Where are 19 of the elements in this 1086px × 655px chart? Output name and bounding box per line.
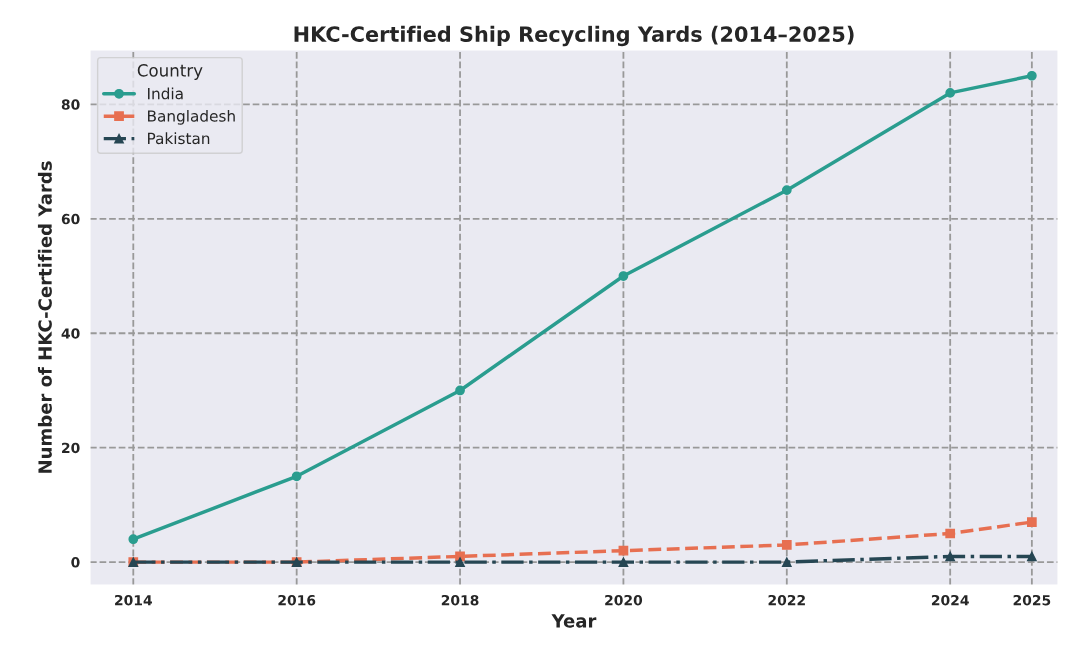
legend-label: Bangladesh bbox=[148, 109, 235, 125]
x-axis-title: Year bbox=[551, 614, 597, 628]
legend-title: Country bbox=[137, 64, 203, 80]
x-tick-label: 2018 bbox=[441, 594, 479, 606]
legend-label: Pakistan bbox=[148, 132, 210, 145]
y-axis-title: Number of HKC-Certified Yards bbox=[37, 161, 52, 473]
y-tick-label: 40 bbox=[61, 328, 80, 339]
x-tick-label: 2014 bbox=[115, 594, 152, 606]
legend-label: India bbox=[148, 87, 183, 100]
x-tick-label: 2022 bbox=[768, 594, 805, 606]
y-tick-label: 60 bbox=[61, 213, 80, 225]
y-tick-label: 80 bbox=[61, 99, 80, 110]
x-tick-label: 2020 bbox=[605, 594, 643, 606]
chart-title: HKC-Certified Ship Recycling Yards (2014–2025) bbox=[294, 25, 854, 47]
x-tick-label: 2024 bbox=[931, 594, 969, 606]
y-tick-label: 0 bbox=[71, 557, 80, 568]
y-tick-label: 20 bbox=[62, 442, 80, 454]
x-tick-label: 2016 bbox=[278, 594, 316, 606]
x-tick-label: 2025 bbox=[1013, 594, 1051, 606]
